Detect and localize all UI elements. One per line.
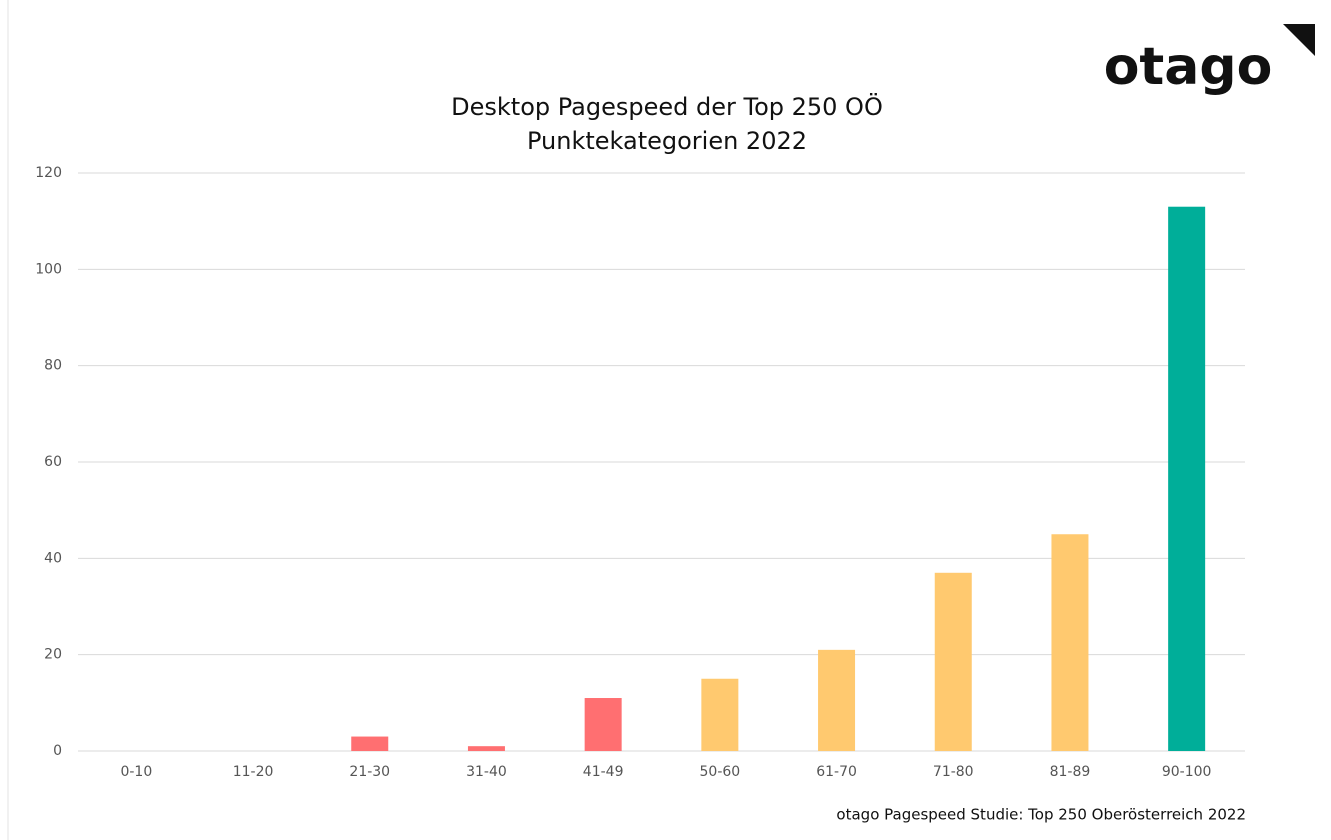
x-tick-label: 61-70 <box>816 764 857 780</box>
x-tick-label: 90-100 <box>1162 764 1212 780</box>
x-tick-label: 41-49 <box>583 764 624 780</box>
y-tick-label: 100 <box>35 261 62 277</box>
y-tick-label: 0 <box>53 743 62 759</box>
y-tick-label: 120 <box>35 165 62 181</box>
bar <box>1168 206 1206 751</box>
bar <box>701 678 739 751</box>
x-tick-label: 0-10 <box>120 764 152 780</box>
bar <box>584 698 622 751</box>
logo: otago <box>1104 37 1273 97</box>
bar <box>351 736 389 751</box>
logo-mark <box>1283 24 1315 56</box>
x-tick-label: 21-30 <box>349 764 390 780</box>
x-tick-label: 31-40 <box>466 764 507 780</box>
y-tick-label: 60 <box>44 454 62 470</box>
y-tick-label: 20 <box>44 647 62 663</box>
x-tick-label: 11-20 <box>233 764 274 780</box>
chart-title: Desktop Pagespeed der Top 250 OÖ <box>451 92 883 121</box>
y-tick-label: 40 <box>44 550 62 566</box>
bar <box>818 649 856 751</box>
bar <box>934 572 972 751</box>
x-tick-label: 71-80 <box>933 764 974 780</box>
y-tick-label: 80 <box>44 358 62 374</box>
bar <box>1051 534 1089 751</box>
chart-subtitle: Punktekategorien 2022 <box>527 127 807 155</box>
bar <box>467 746 505 751</box>
x-tick-label: 81-89 <box>1050 764 1091 780</box>
x-tick-label: 50-60 <box>700 764 741 780</box>
source-note: otago Pagespeed Studie: Top 250 Oberöste… <box>836 806 1246 824</box>
